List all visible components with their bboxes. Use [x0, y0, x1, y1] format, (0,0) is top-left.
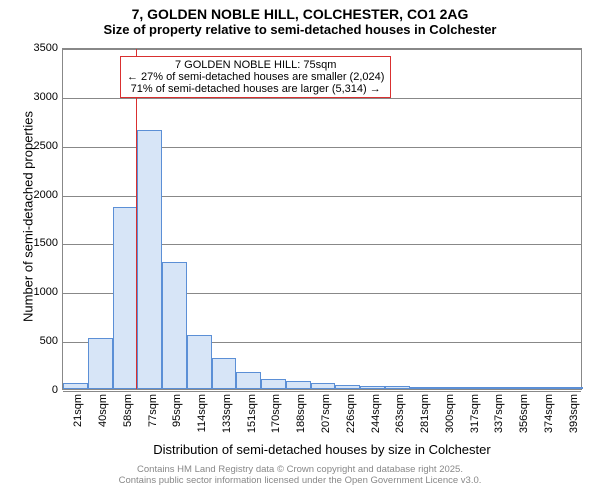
callout-box: 7 GOLDEN NOBLE HILL: 75sqm ← 27% of semi…: [120, 56, 391, 98]
chart-subtitle: Size of property relative to semi-detach…: [0, 22, 600, 41]
plot-area: [62, 48, 582, 390]
callout-line2: ← 27% of semi-detached houses are smalle…: [127, 71, 384, 83]
histogram-bar: [410, 387, 435, 389]
ytick-label: 500: [0, 335, 58, 347]
ytick-label: 0: [0, 384, 58, 396]
footnote-line1: Contains HM Land Registry data © Crown c…: [0, 464, 600, 475]
xtick-label: 207sqm: [320, 394, 332, 433]
xtick-label: 170sqm: [270, 394, 282, 433]
highlight-line: [136, 49, 137, 389]
ytick-label: 3000: [0, 91, 58, 103]
histogram-bar: [88, 338, 113, 389]
histogram-bar: [360, 386, 385, 389]
histogram-bar: [137, 130, 162, 389]
xtick-label: 133sqm: [221, 394, 233, 433]
xtick-label: 374sqm: [543, 394, 555, 433]
xtick-label: 21sqm: [72, 394, 84, 427]
histogram-bar: [212, 358, 237, 389]
histogram-bar: [286, 381, 311, 389]
histogram-bar: [311, 383, 336, 389]
ytick-label: 2000: [0, 189, 58, 201]
xtick-label: 263sqm: [394, 394, 406, 433]
histogram-bar: [162, 262, 187, 389]
ytick-label: 1000: [0, 286, 58, 298]
histogram-bar: [335, 385, 360, 389]
histogram-bar: [533, 387, 558, 389]
histogram-bar: [261, 379, 286, 389]
xtick-label: 317sqm: [469, 394, 481, 433]
chart-title: 7, GOLDEN NOBLE HILL, COLCHESTER, CO1 2A…: [0, 0, 600, 22]
gridline: [63, 391, 581, 392]
xtick-label: 95sqm: [171, 394, 183, 427]
histogram-bar: [558, 387, 583, 389]
histogram-bar: [484, 387, 509, 389]
ytick-label: 3500: [0, 42, 58, 54]
ytick-label: 1500: [0, 237, 58, 249]
xtick-label: 356sqm: [518, 394, 530, 433]
xtick-label: 281sqm: [419, 394, 431, 433]
callout-line1: 7 GOLDEN NOBLE HILL: 75sqm: [127, 59, 384, 71]
histogram-bar: [236, 372, 261, 389]
xtick-label: 226sqm: [345, 394, 357, 433]
histogram-bar: [509, 387, 534, 389]
histogram-bar: [187, 335, 212, 389]
xtick-label: 337sqm: [493, 394, 505, 433]
chart-container: 7, GOLDEN NOBLE HILL, COLCHESTER, CO1 2A…: [0, 0, 600, 500]
xtick-label: 151sqm: [246, 394, 258, 433]
gridline: [63, 49, 581, 50]
histogram-bar: [113, 207, 138, 389]
footnote: Contains HM Land Registry data © Crown c…: [0, 464, 600, 486]
xtick-label: 300sqm: [444, 394, 456, 433]
x-axis-label: Distribution of semi-detached houses by …: [62, 442, 582, 457]
xtick-label: 114sqm: [196, 394, 208, 432]
ytick-label: 2500: [0, 140, 58, 152]
xtick-label: 244sqm: [370, 394, 382, 433]
histogram-bar: [434, 387, 459, 389]
xtick-label: 77sqm: [147, 394, 159, 427]
y-axis-label: Number of semi-detached properties: [21, 77, 36, 357]
histogram-bar: [459, 387, 484, 389]
xtick-label: 40sqm: [97, 394, 109, 427]
histogram-bar: [63, 383, 88, 389]
histogram-bar: [385, 386, 410, 389]
footnote-line2: Contains public sector information licen…: [0, 475, 600, 486]
xtick-label: 393sqm: [568, 394, 580, 433]
callout-line3: 71% of semi-detached houses are larger (…: [127, 83, 384, 95]
xtick-label: 188sqm: [295, 394, 307, 433]
xtick-label: 58sqm: [122, 394, 134, 427]
